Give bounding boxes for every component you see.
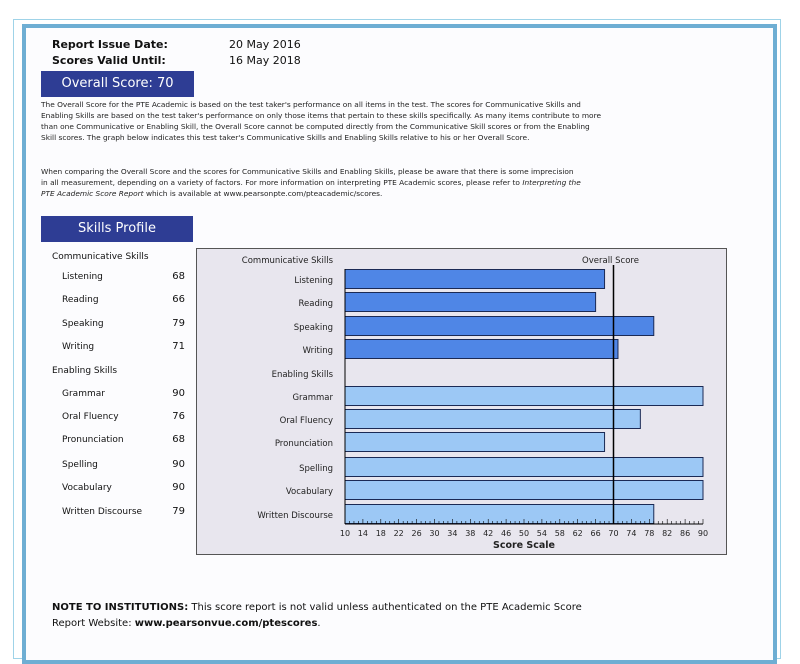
skill-score: 79 xyxy=(172,318,185,329)
skill-label: Listening xyxy=(62,272,103,282)
bar-spelling xyxy=(344,457,704,477)
skill-score: 90 xyxy=(172,482,185,493)
x-tick-label: 66 xyxy=(591,529,601,538)
imprecision-text: When comparing the Overall Score and the… xyxy=(41,167,574,187)
chart-category-label: Speaking xyxy=(294,323,333,333)
x-tick-label: 30 xyxy=(429,529,439,538)
overall-description: The Overall Score for the PTE Academic i… xyxy=(41,100,601,142)
skill-label: Vocabulary xyxy=(62,483,112,493)
x-tick-label: 46 xyxy=(501,529,511,538)
chart-category-label: Vocabulary xyxy=(286,487,333,497)
guide-title: Interpreting the PTE Academic Score Repo… xyxy=(41,178,581,198)
bar-reading xyxy=(344,292,597,312)
x-tick-label: 70 xyxy=(608,529,618,538)
skills-profile-banner: Skills Profile xyxy=(41,216,193,242)
chart-category-label: Writing xyxy=(303,346,333,356)
skill-label: Grammar xyxy=(62,389,105,399)
x-tick-label: 82 xyxy=(662,529,672,538)
skill-label: Reading xyxy=(62,295,99,305)
chart-category-label: Reading xyxy=(298,299,333,309)
chart-group-heading: Enabling Skills xyxy=(272,370,334,380)
x-tick-label: 90 xyxy=(698,529,708,538)
chart-category-label: Pronunciation xyxy=(275,439,333,449)
x-tick-label: 74 xyxy=(626,529,636,538)
bar-vocabulary xyxy=(344,480,704,500)
bar-speaking xyxy=(344,316,655,336)
skill-score: 90 xyxy=(172,459,185,470)
skills-chart: Communicative Skills Listening Reading Spea… xyxy=(196,248,727,555)
note-end: . xyxy=(317,618,321,629)
x-axis: 10 14 18 22 26 30 34 38 42 46 50 54 58 62 66 70 74 78 82 86… xyxy=(340,269,708,551)
x-tick-label: 14 xyxy=(358,529,368,538)
bar-grammar xyxy=(344,386,704,406)
bar-listening xyxy=(344,269,606,289)
verification-link[interactable]: www.pearsonvue.com/ptescores xyxy=(134,618,318,629)
skill-label: Written Discourse xyxy=(62,507,143,517)
skill-label: Speaking xyxy=(62,319,104,329)
x-tick-label: 42 xyxy=(483,529,493,538)
skill-label: Writing xyxy=(62,342,95,352)
chart-category-label: Spelling xyxy=(299,464,333,474)
overall-score-line-label: Overall Score xyxy=(582,256,639,266)
x-tick-label: 58 xyxy=(555,529,565,538)
chart-category-label: Oral Fluency xyxy=(280,416,333,426)
x-tick-label: 10 xyxy=(340,529,350,538)
skill-score: 71 xyxy=(172,341,185,352)
skills-chart-svg: Communicative Skills Listening Reading Spea… xyxy=(242,256,708,551)
imprecision-text-end: which is available at www.pearsonpte.com… xyxy=(143,189,383,198)
note-text2: Report Website: xyxy=(52,618,135,629)
x-tick-label: 54 xyxy=(537,529,547,538)
note-heading: NOTE TO INSTITUTIONS: xyxy=(52,602,189,613)
bar-writing xyxy=(344,339,619,359)
chart-category-label: Written Discourse xyxy=(257,511,333,521)
x-tick-label: 26 xyxy=(412,529,422,538)
institution-note: NOTE TO INSTITUTIONS: This score report … xyxy=(52,602,582,613)
valid-until-label: Scores Valid Until: xyxy=(52,54,166,67)
x-axis-title: Score Scale xyxy=(493,540,555,551)
x-tick-label: 18 xyxy=(376,529,386,538)
skill-label: Oral Fluency xyxy=(62,412,119,422)
note-text: This score report is not valid unless au… xyxy=(188,602,582,613)
bar-oral-fluency xyxy=(344,409,641,429)
skill-score: 76 xyxy=(172,411,185,422)
skill-score: 79 xyxy=(172,506,185,517)
issue-date-label: Report Issue Date: xyxy=(52,38,168,51)
x-tick-label: 38 xyxy=(465,529,475,538)
chart-category-label: Grammar xyxy=(292,393,333,403)
skill-label: Pronunciation xyxy=(62,435,124,445)
overall-score-banner: Overall Score: 70 xyxy=(41,71,194,97)
bar-written-discourse xyxy=(344,504,655,524)
group-heading: Enabling Skills xyxy=(52,366,118,376)
skill-label: Spelling xyxy=(62,460,98,470)
bar-pronunciation xyxy=(344,432,606,452)
chart-group-heading: Communicative Skills xyxy=(242,256,334,266)
issue-date-value: 20 May 2016 xyxy=(229,38,301,51)
x-tick-label: 50 xyxy=(519,529,529,538)
group-heading: Communicative Skills xyxy=(52,252,149,262)
skill-score: 90 xyxy=(172,388,185,399)
x-tick-label: 22 xyxy=(394,529,404,538)
skill-score: 68 xyxy=(172,271,185,282)
x-tick-label: 62 xyxy=(573,529,583,538)
chart-category-label: Listening xyxy=(294,276,333,286)
valid-until-value: 16 May 2018 xyxy=(229,54,301,67)
skill-score: 66 xyxy=(172,294,185,305)
skill-score: 68 xyxy=(172,434,185,445)
imprecision-note: When comparing the Overall Score and the… xyxy=(41,166,581,199)
x-tick-label: 78 xyxy=(644,529,654,538)
x-tick-label: 34 xyxy=(447,529,457,538)
x-tick-label: 86 xyxy=(680,529,690,538)
institution-note-line2: Report Website: www.pearsonvue.com/ptesc… xyxy=(52,618,321,629)
